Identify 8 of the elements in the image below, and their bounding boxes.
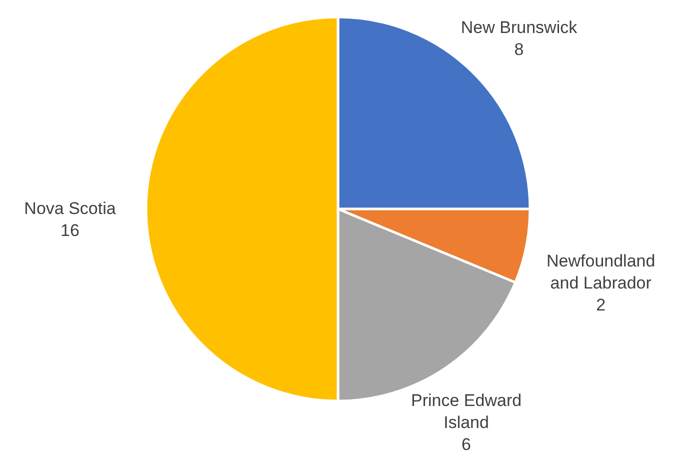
data-label: 16 (60, 221, 80, 240)
slice-label: New Brunswick (460, 18, 578, 37)
data-label: 6 (462, 435, 472, 454)
slice-label: Nova Scotia (24, 199, 116, 218)
data-label: 2 (596, 295, 606, 314)
data-label: 8 (514, 40, 524, 59)
slice-label: Newfoundland and Labrador (546, 251, 656, 292)
slice-label: Prince Edward Island (411, 391, 522, 432)
